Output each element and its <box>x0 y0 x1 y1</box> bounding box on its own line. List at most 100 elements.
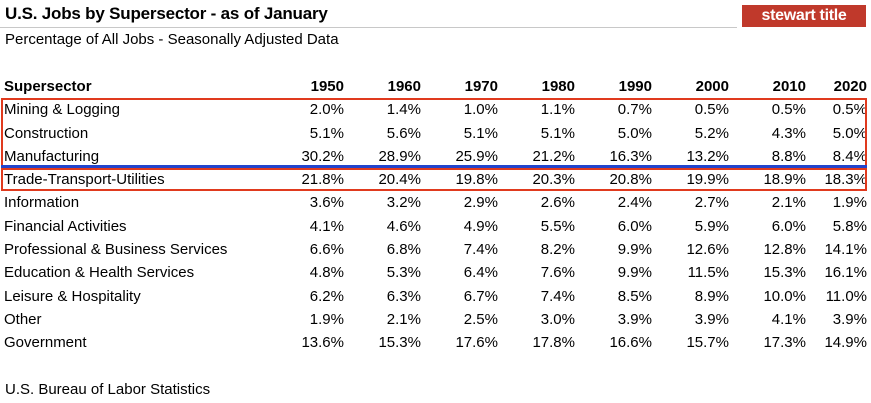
data-cell: 5.5% <box>540 217 575 235</box>
data-cell: 17.6% <box>455 334 498 352</box>
data-cell: 2.1% <box>771 194 806 212</box>
data-cell: 5.3% <box>386 264 421 282</box>
header-year: 2000 <box>695 78 729 95</box>
data-cell: 4.1% <box>771 310 806 328</box>
data-cell: 17.3% <box>763 334 806 352</box>
data-cell: 16.1% <box>824 264 867 282</box>
data-cell: 14.1% <box>824 241 867 259</box>
data-cell: 21.8% <box>301 171 344 189</box>
data-cell: 6.8% <box>386 241 421 259</box>
header-year: 1970 <box>464 78 498 95</box>
data-cell: 12.6% <box>686 241 729 259</box>
data-cell: 15.3% <box>378 334 421 352</box>
data-cell: 1.9% <box>832 194 867 212</box>
data-cell: 19.9% <box>686 171 729 189</box>
row-label: Government <box>4 334 87 352</box>
data-cell: 13.6% <box>301 334 344 352</box>
data-cell: 11.5% <box>687 264 729 282</box>
data-cell: 7.4% <box>463 241 498 259</box>
data-cell: 3.6% <box>309 194 344 212</box>
row-label: Other <box>4 310 42 328</box>
data-cell: 2.4% <box>617 194 652 212</box>
jobs-table: Supersector 1950 1960 1970 1980 1990 2000 2010… <box>2 75 867 355</box>
data-cell: 10.0% <box>763 287 806 305</box>
data-cell: 5.2% <box>694 124 729 142</box>
title-underline <box>0 27 737 28</box>
data-cell: 6.0% <box>771 217 806 235</box>
header-supersector: Supersector <box>4 78 92 95</box>
data-cell: 4.1% <box>309 217 344 235</box>
data-cell: 5.6% <box>386 124 421 142</box>
header-year: 2010 <box>772 78 806 95</box>
data-cell: 3.2% <box>386 194 421 212</box>
data-cell: 5.0% <box>832 124 867 142</box>
chart-title: U.S. Jobs by Supersector - as of January <box>5 4 328 23</box>
data-cell: 5.8% <box>832 217 867 235</box>
table-row: Leisure & Hospitality 6.2% 6.3% 6.7% 7.4% 8.5… <box>2 285 867 308</box>
data-cell: 8.8% <box>771 147 806 165</box>
data-cell: 2.6% <box>540 194 575 212</box>
data-cell: 30.2% <box>301 147 344 165</box>
data-cell: 0.5% <box>694 101 729 119</box>
data-cell: 4.9% <box>463 217 498 235</box>
data-cell: 6.3% <box>386 287 421 305</box>
data-cell: 20.3% <box>532 171 575 189</box>
data-cell: 0.5% <box>771 101 806 119</box>
data-cell: 8.5% <box>617 287 652 305</box>
data-cell: 1.1% <box>540 101 575 119</box>
row-label: Mining & Logging <box>4 101 120 119</box>
data-cell: 5.1% <box>463 124 498 142</box>
data-cell: 12.8% <box>763 241 806 259</box>
table-body: Mining & Logging 2.0% 1.4% 1.0% 1.1% 0.7% 0.5%… <box>2 98 867 354</box>
data-cell: 4.3% <box>771 124 806 142</box>
table-row: Financial Activities 4.1% 4.6% 4.9% 5.5% 6.0%… <box>2 215 867 238</box>
data-cell: 25.9% <box>455 147 498 165</box>
data-cell: 3.0% <box>540 310 575 328</box>
data-cell: 1.0% <box>463 101 498 119</box>
data-cell: 0.7% <box>617 101 652 119</box>
data-cell: 3.9% <box>832 310 867 328</box>
data-cell: 6.6% <box>309 241 344 259</box>
row-label: Manufacturing <box>4 147 100 165</box>
data-cell: 4.8% <box>309 264 344 282</box>
data-cell: 6.2% <box>309 287 344 305</box>
stewart-title-logo: stewart title <box>742 5 866 27</box>
table-row: Information 3.6% 3.2% 2.9% 2.6% 2.4% 2.7% 2.1% 1… <box>2 191 867 214</box>
header-row: Supersector 1950 1960 1970 1980 1990 2000 2010… <box>2 75 867 98</box>
data-cell: 5.0% <box>617 124 652 142</box>
data-cell: 9.9% <box>617 264 652 282</box>
data-cell: 15.7% <box>686 334 729 352</box>
row-label: Leisure & Hospitality <box>4 287 141 305</box>
data-cell: 8.2% <box>540 241 575 259</box>
row-label: Education & Health Services <box>4 264 195 282</box>
table-row: Mining & Logging 2.0% 1.4% 1.0% 1.1% 0.7% 0.5%… <box>2 98 867 121</box>
data-cell: 8.9% <box>694 287 729 305</box>
data-cell: 28.9% <box>378 147 421 165</box>
chart-subtitle: Percentage of All Jobs - Seasonally Adju… <box>5 31 339 48</box>
data-cell: 2.0% <box>309 101 344 119</box>
data-cell: 2.7% <box>694 194 729 212</box>
data-cell: 6.0% <box>617 217 652 235</box>
row-label: Trade-Transport-Utilities <box>4 171 165 189</box>
data-cell: 3.9% <box>617 310 652 328</box>
table-row: Government 13.6% 15.3% 17.6% 17.8% 16.6% 15.7%… <box>2 331 867 354</box>
table-row: Professional & Business Services 6.6% 6.8%… <box>2 238 867 261</box>
data-cell: 1.9% <box>309 310 344 328</box>
data-cell: 16.6% <box>609 334 652 352</box>
data-cell: 5.1% <box>540 124 575 142</box>
header-year: 1950 <box>310 78 344 95</box>
data-cell: 17.8% <box>532 334 575 352</box>
source-note: U.S. Bureau of Labor Statistics <box>5 381 211 398</box>
data-cell: 13.2% <box>686 147 729 165</box>
data-cell: 6.7% <box>463 287 498 305</box>
data-cell: 5.1% <box>309 124 344 142</box>
header-year: 1990 <box>618 78 652 95</box>
data-cell: 0.5% <box>832 101 867 119</box>
data-cell: 14.9% <box>824 334 867 352</box>
data-cell: 6.4% <box>463 264 498 282</box>
data-cell: 2.5% <box>463 310 498 328</box>
table-row: Trade-Transport-Utilities 21.8% 20.4% 19.8%… <box>2 168 867 191</box>
data-cell: 15.3% <box>763 264 806 282</box>
header-year: 1960 <box>387 78 421 95</box>
